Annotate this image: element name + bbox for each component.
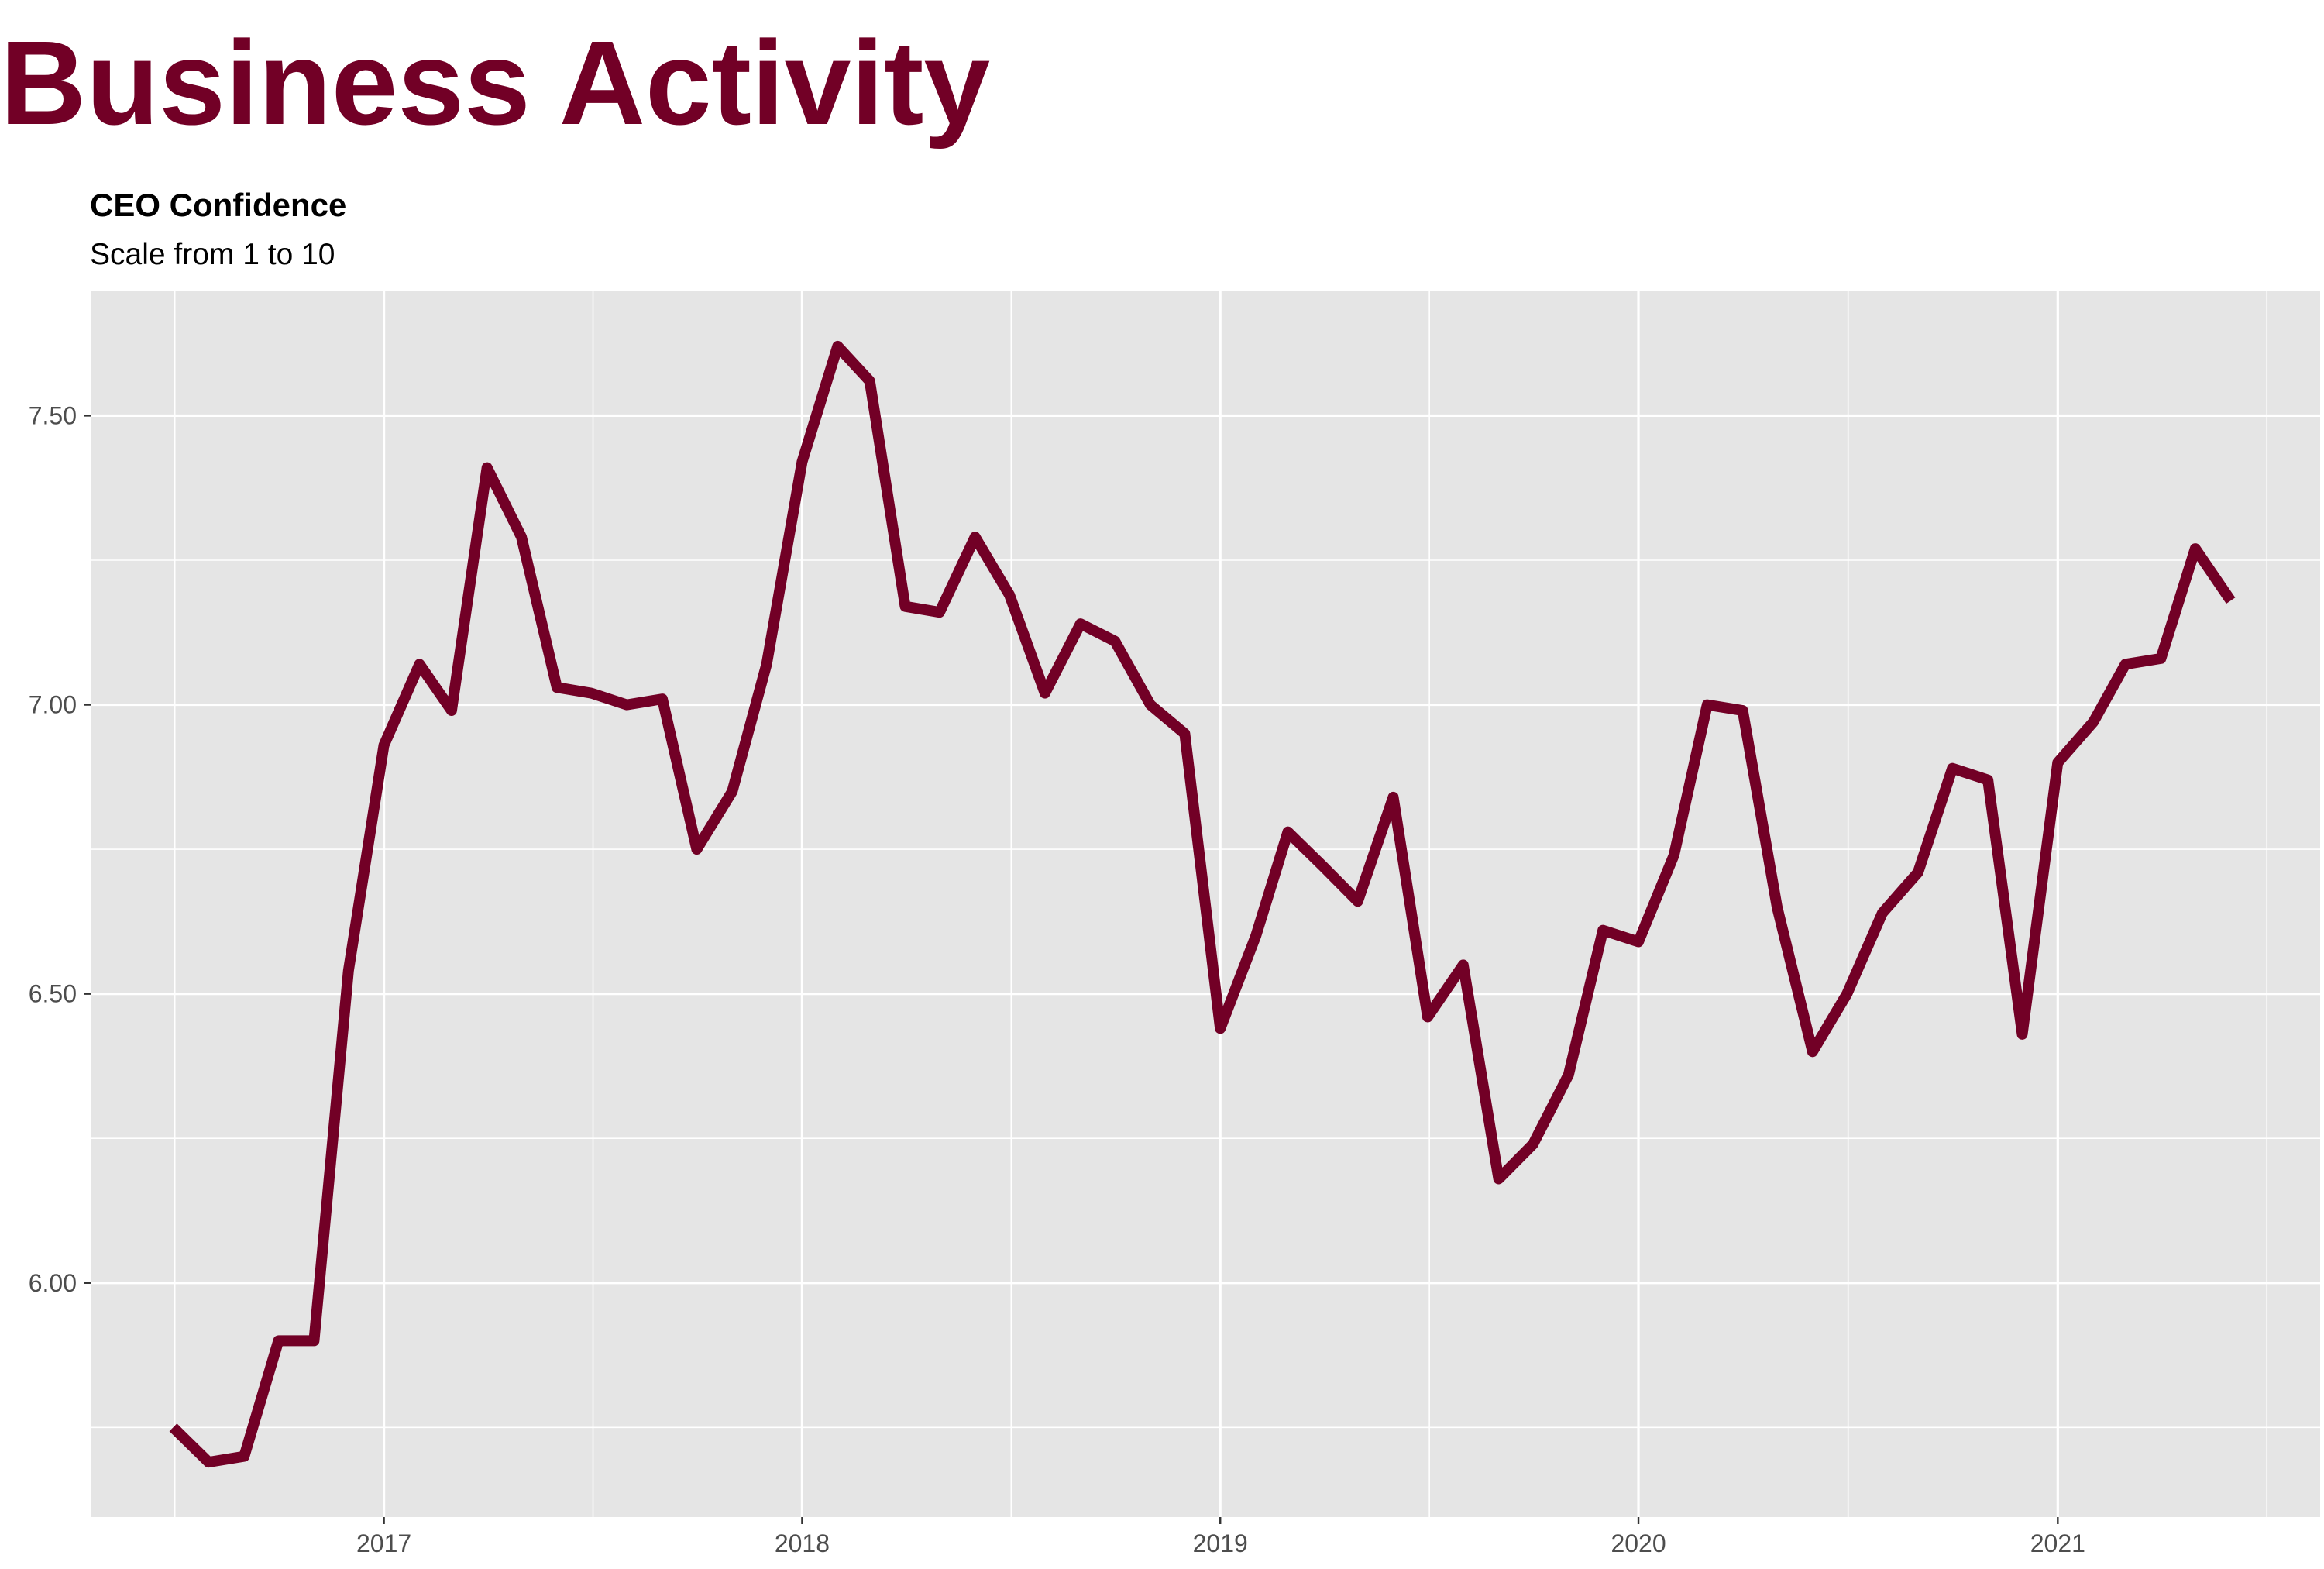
- x-tick-label: 2017: [356, 1529, 411, 1557]
- y-tick-label: 7.50: [29, 401, 77, 429]
- y-tick-label: 7.00: [29, 691, 77, 719]
- series-layer: [169, 340, 2236, 1468]
- grid-major: [91, 291, 2320, 1517]
- x-tick-label: 2021: [2030, 1529, 2085, 1557]
- series-line: [169, 340, 2236, 1468]
- page-title: Business Activity: [0, 16, 991, 150]
- y-tick-label: 6.50: [29, 980, 77, 1008]
- chart-title: CEO Confidence: [90, 187, 347, 223]
- y-axis: 6.00 6.50 7.00 7.50: [29, 401, 91, 1297]
- x-axis: 2017 2018 2019 2020 2021: [356, 1517, 2085, 1557]
- y-tick-label: 6.00: [29, 1269, 77, 1297]
- x-tick-label: 2020: [1611, 1529, 1666, 1557]
- grid-minor: [91, 291, 2320, 1517]
- chart-subtitle: Scale from 1 to 10: [90, 238, 335, 271]
- x-tick-label: 2019: [1193, 1529, 1248, 1557]
- x-tick-label: 2018: [775, 1529, 830, 1557]
